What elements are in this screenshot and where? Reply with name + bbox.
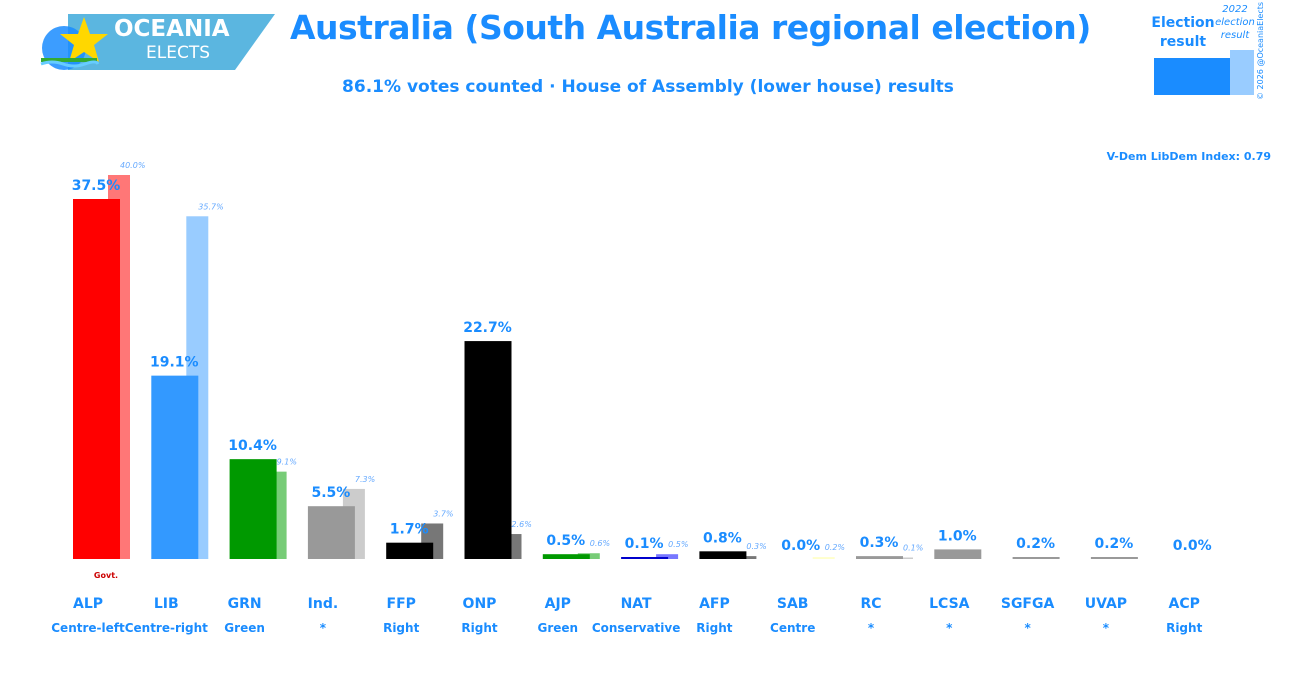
bar-ind [307, 506, 355, 559]
legend-prev-line1: 2022 [1222, 4, 1248, 15]
value-label-ajp: 0.5% [546, 533, 585, 549]
bar-grn [229, 459, 277, 559]
vdem-index: V-Dem LibDem Index: 0.79 [1106, 150, 1271, 163]
legend-current-swatch [1154, 58, 1232, 95]
prev-label-sab: 0.2% [825, 543, 845, 552]
ideology-label-ajp: Green [538, 621, 579, 635]
value-label-rc: 0.3% [860, 535, 899, 551]
legend-swatches [1154, 50, 1254, 95]
bar-uvap [1090, 557, 1138, 559]
value-label-sab: 0.0% [781, 538, 820, 554]
value-label-grn: 10.4% [228, 438, 277, 454]
legend-prev-swatch [1230, 50, 1254, 95]
ideology-label-rc: * [868, 621, 875, 635]
value-label-lib: 19.1% [150, 355, 199, 371]
legend-prev-label: 2022 election result [1212, 3, 1258, 42]
ideology-label-acp: Right [1166, 621, 1202, 635]
value-label-sgfga: 0.2% [1016, 536, 1055, 552]
category-label-ajp: AJP [545, 596, 571, 612]
category-label-uvap: UVAP [1085, 596, 1127, 612]
value-label-afp: 0.8% [703, 530, 742, 546]
bar-lcsa [934, 549, 982, 559]
logo-text-oceania: OCEANIA [114, 16, 230, 42]
category-label-rc: RC [860, 596, 881, 612]
ideology-label-onp: Right [461, 621, 497, 635]
category-label-acp: ACP [1169, 596, 1200, 612]
prev-bar-nat [656, 554, 679, 559]
category-label-onp: ONP [463, 596, 497, 612]
value-label-alp: 37.5% [72, 178, 121, 194]
category-label-sab: SAB [777, 596, 809, 612]
ideology-label-grn: Green [224, 621, 265, 635]
prev-label-grn: 9.1% [277, 458, 297, 467]
category-label-afp: AFP [699, 596, 730, 612]
category-label-grn: GRN [228, 596, 262, 612]
ideology-label-sgfga: * [1024, 621, 1031, 635]
chart-subtitle: 86.1% votes counted · House of Assembly … [342, 77, 954, 97]
prev-label-rc: 0.1% [903, 544, 923, 553]
chart-title: Australia (South Australia regional elec… [290, 8, 1091, 47]
prev-label-lib: 35.7% [198, 202, 223, 211]
legend-current-line2: result [1159, 34, 1207, 50]
value-label-acp: 0.0% [1173, 538, 1212, 554]
ideology-label-nat: Conservative [592, 621, 681, 635]
category-label-nat: NAT [621, 596, 652, 612]
prev-label-ffp: 3.7% [433, 509, 453, 518]
category-label-ffp: FFP [387, 596, 416, 612]
logo-text-elects: ELECTS [146, 43, 210, 63]
value-label-uvap: 0.2% [1094, 536, 1133, 552]
ideology-label-alp: Centre-left [51, 621, 125, 635]
category-label-alp: ALP [73, 596, 103, 612]
ideology-label-afp: Right [696, 621, 732, 635]
legend-prev-line3: result [1220, 30, 1250, 41]
prev-bar-sab [812, 557, 835, 559]
prev-label-ajp: 0.6% [590, 539, 610, 548]
value-label-lcsa: 1.0% [938, 528, 977, 544]
value-label-ffp: 1.7% [390, 522, 429, 538]
category-label-lcsa: LCSA [929, 596, 970, 612]
bar-nat [621, 557, 669, 559]
prev-label-afp: 0.3% [746, 542, 766, 551]
bar-alp [73, 199, 120, 559]
category-label-lib: LIB [154, 596, 179, 612]
ideology-label-lcsa: * [946, 621, 953, 635]
ideology-label-lib: Centre-right [125, 621, 208, 635]
category-label-sgfga: SGFGA [1001, 596, 1055, 612]
bar-lib [151, 375, 199, 559]
ideology-label-uvap: * [1103, 621, 1110, 635]
legend-current-line1: Election [1151, 15, 1215, 31]
value-label-nat: 0.1% [625, 536, 664, 552]
value-label-ind: 5.5% [311, 485, 350, 501]
legend-current-label: Election result [1150, 14, 1216, 52]
value-label-onp: 22.7% [463, 320, 512, 336]
bar-sgfga [1012, 557, 1060, 559]
legend-prev-line2: election [1215, 17, 1255, 28]
ideology-label-sab: Centre [770, 621, 815, 635]
prev-label-nat: 0.5% [668, 540, 688, 549]
prev-label-ind: 7.3% [355, 475, 375, 484]
bar-ajp [542, 554, 590, 559]
category-label-ind: Ind. [308, 596, 339, 612]
bar-onp [464, 341, 512, 559]
govt-annotation: Govt. [94, 571, 118, 580]
ideology-label-ffp: Right [383, 621, 419, 635]
oceania-elects-logo: OCEANIA ELECTS [38, 14, 278, 70]
bar-afp [699, 551, 747, 559]
prev-label-onp: 2.6% [512, 520, 532, 529]
logo-banner-icon [40, 14, 275, 70]
bar-rc [856, 556, 903, 559]
prev-label-alp: 40.0% [120, 161, 145, 170]
bar-ffp [386, 542, 434, 559]
ideology-label-ind: * [320, 621, 327, 635]
